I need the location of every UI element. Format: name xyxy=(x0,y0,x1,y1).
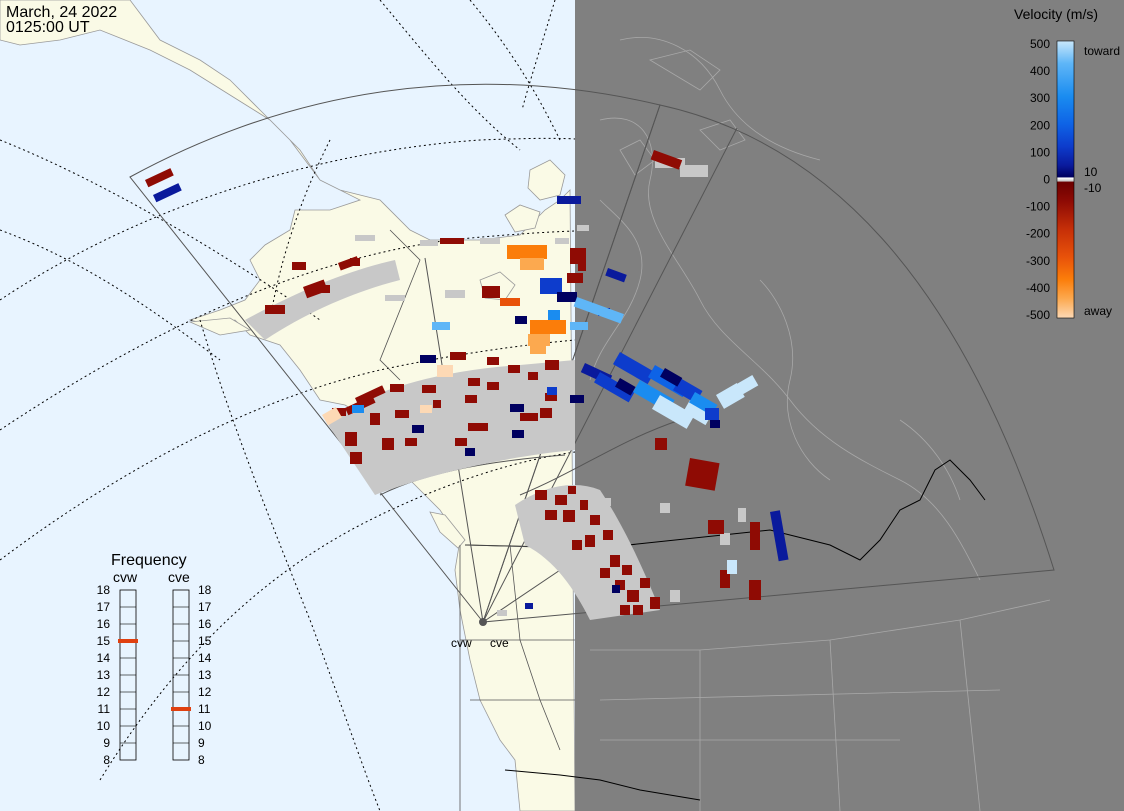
land-arctic-island-1 xyxy=(527,159,566,201)
velocity-cells-toward xyxy=(153,183,789,609)
time-label: 0125:00 UT xyxy=(6,19,90,36)
velocity-tick-label: -300 xyxy=(1026,254,1050,268)
land-arctic-island-2 xyxy=(504,204,541,233)
frequency-level-label: 8 xyxy=(198,753,205,767)
night-border-lines xyxy=(464,459,986,801)
frequency-cve-label: cve xyxy=(168,569,190,585)
land-vancouver-island xyxy=(429,511,466,549)
frequency-level-label: 18 xyxy=(97,583,111,597)
velocity-tick-label: -400 xyxy=(1026,281,1050,295)
frequency-level-label: 16 xyxy=(97,617,111,631)
velocity-scale-title: Velocity (m/s) xyxy=(1014,6,1098,22)
land-aleutian xyxy=(188,317,252,336)
frequency-columns: 18 17 16 15 14 13 12 11 10 9 8 18 17 16 15 14 13 12 11 10 9 8 xyxy=(97,583,212,767)
frequency-level-label: 13 xyxy=(97,668,111,682)
velocity-tick-label: 0 xyxy=(1043,173,1050,187)
velocity-tick-label: 300 xyxy=(1030,91,1050,105)
radar-site-marker xyxy=(479,618,487,626)
velocity-scale: Velocity (m/s) xyxy=(1014,6,1120,322)
frequency-level-label: 18 xyxy=(198,583,212,597)
velocity-tick-label: -500 xyxy=(1026,308,1050,322)
velocity-cells-orange xyxy=(321,245,566,426)
velocity-cells-away xyxy=(145,150,761,615)
velocity-ticks: 500 400 300 200 100 0 -100 -200 -300 -400 -500 xyxy=(1026,37,1050,322)
frequency-level-label: 9 xyxy=(198,736,205,750)
velocity-tick-minus-10: -10 xyxy=(1084,181,1102,195)
velocity-tick-label: 100 xyxy=(1030,145,1050,159)
frequency-level-label: 16 xyxy=(198,617,212,631)
velocity-tick-label: 200 xyxy=(1030,118,1050,132)
velocity-tick-10: 10 xyxy=(1084,165,1098,179)
frequency-level-label: 11 xyxy=(98,702,111,716)
frequency-level-label: 10 xyxy=(97,719,111,733)
fov-cvw xyxy=(129,83,661,624)
frequency-level-label: 17 xyxy=(198,600,212,614)
velocity-tick-label: 400 xyxy=(1030,64,1050,78)
frequency-level-label: 11 xyxy=(198,702,211,716)
frequency-level-label: 14 xyxy=(97,651,111,665)
fov-cve xyxy=(482,104,1055,623)
frequency-level-label: 12 xyxy=(198,685,212,699)
velocity-tick-label: -100 xyxy=(1026,200,1050,214)
frequency-level-label: 17 xyxy=(97,600,111,614)
frequency-level-label: 15 xyxy=(97,634,111,648)
frequency-title: Frequency xyxy=(111,552,187,569)
velocity-tick-label: 500 xyxy=(1030,37,1050,51)
velocity-tick-label: -200 xyxy=(1026,227,1050,241)
radar-site-label-cvw: cvw xyxy=(451,636,472,650)
frequency-level-label: 13 xyxy=(198,668,212,682)
frequency-level-label: 12 xyxy=(97,685,111,699)
frequency-cvw-label: cvw xyxy=(113,569,138,585)
frequency-panel: Frequency cvw cve 1817161514131211109818… xyxy=(97,552,212,767)
graticule xyxy=(0,0,576,811)
frequency-marker-cvw xyxy=(118,639,138,643)
frequency-level-label: 14 xyxy=(198,651,212,665)
frequency-level-label: 8 xyxy=(103,753,110,767)
velocity-colorbar xyxy=(1056,40,1075,319)
frequency-level-label: 10 xyxy=(198,719,212,733)
frequency-marker-cve xyxy=(171,707,191,711)
frequency-level-label: 9 xyxy=(103,736,110,750)
velocity-away-label: away xyxy=(1084,304,1112,318)
radar-site-label-cve: cve xyxy=(490,636,509,650)
velocity-toward-label: toward xyxy=(1084,44,1120,58)
date-label: March, 24 2022 xyxy=(6,4,117,21)
frequency-level-label: 15 xyxy=(198,634,212,648)
